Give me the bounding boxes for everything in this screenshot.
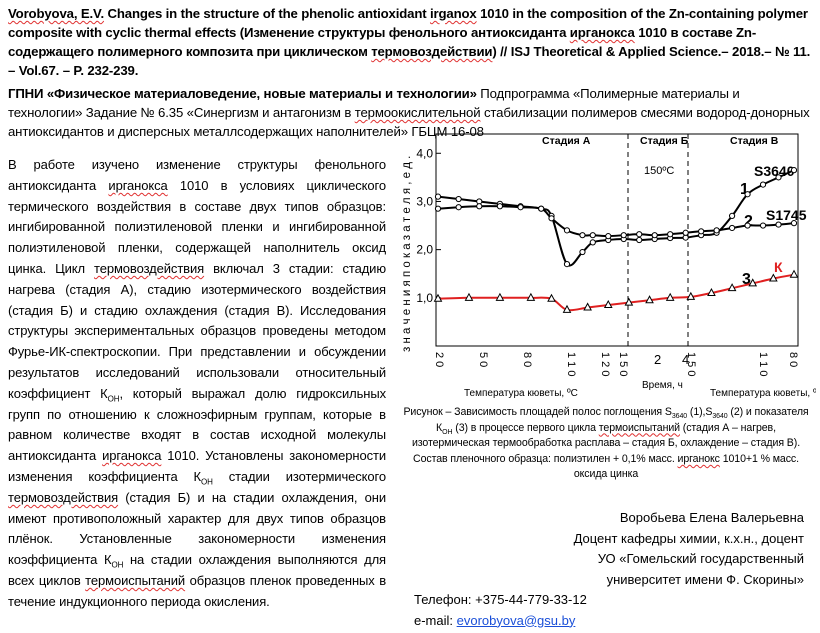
data-point-1 xyxy=(455,195,462,203)
curve-label-s1745: S1745 xyxy=(766,207,807,223)
data-point-3 xyxy=(624,297,634,306)
contacts-block: Телефон: +375-44-779-33-12 e-mail: evoro… xyxy=(414,590,587,631)
email-line: e-mail: evorobyova@gsu.by xyxy=(414,612,576,628)
data-point-3 xyxy=(495,292,505,301)
data-point-2 xyxy=(775,221,782,228)
data-point-3 xyxy=(727,283,737,292)
author-org-line1: УО «Гомельский государственный xyxy=(597,551,804,566)
curve-number-3: 3 xyxy=(742,271,751,288)
stage-b-label: Стадия Б xyxy=(640,135,689,147)
series-line-3 xyxy=(437,273,795,312)
data-point-3 xyxy=(603,299,613,309)
data-point-3 xyxy=(789,269,799,278)
x-tick-label-a: 2 0 xyxy=(433,352,445,367)
data-point-1 xyxy=(759,181,767,188)
data-point-2 xyxy=(667,231,674,238)
data-point-2 xyxy=(651,232,658,239)
data-point-2 xyxy=(496,203,504,210)
stage-a-label: Стадия А xyxy=(542,135,591,147)
figure-chart: Стадия А Стадия Б Стадия В 150ºС з н а ч… xyxy=(401,133,816,399)
data-point-3 xyxy=(707,287,716,296)
data-point-1 xyxy=(636,236,643,244)
x-axis-label-a: Температура кюветы, ºС xyxy=(464,388,578,399)
y-tick-label: 2,0 xyxy=(416,243,433,257)
data-point-2 xyxy=(620,232,627,239)
data-point-3 xyxy=(547,293,556,302)
data-point-1 xyxy=(744,191,751,198)
author-name: Воробьева Елена Валерьевна xyxy=(619,510,804,525)
y-tick-label: 1,0 xyxy=(416,291,433,305)
figure-caption: Рисунок – Зависимость площадей полос пог… xyxy=(403,406,809,481)
x-axis-label-c: Температура кюветы, ºС xyxy=(710,388,816,399)
x-tick-label-b: 2 xyxy=(654,352,661,367)
data-point-2 xyxy=(605,233,612,240)
x-tick-label-a: 5 0 xyxy=(477,352,489,367)
data-point-1 xyxy=(589,239,596,246)
data-point-1 xyxy=(775,174,782,181)
data-point-2 xyxy=(636,231,643,238)
data-point-1 xyxy=(563,260,571,268)
data-point-2 xyxy=(682,229,689,236)
phone: Телефон: +375-44-779-33-12 xyxy=(414,592,587,607)
data-point-2 xyxy=(517,204,524,211)
citation-author: Vorobyova, E.V. xyxy=(8,6,104,21)
curve-number-1: 1 xyxy=(740,181,749,198)
data-point-3 xyxy=(769,273,778,282)
data-point-2 xyxy=(455,204,462,211)
plot-frame xyxy=(435,133,799,347)
temp-note: 150ºС xyxy=(644,165,674,177)
data-point-2 xyxy=(563,227,571,234)
data-point-1 xyxy=(579,248,586,256)
x-tick-label-a: 1 1 0 xyxy=(565,352,577,376)
y-tick-label: 4,0 xyxy=(416,146,433,160)
data-point-3 xyxy=(526,292,536,301)
x-tick-label-b: 4 xyxy=(682,352,689,367)
data-point-2 xyxy=(589,232,596,239)
data-point-3 xyxy=(562,304,572,313)
x-tick-label-a: 1 5 0 xyxy=(617,352,629,376)
data-point-3 xyxy=(464,292,474,301)
author-org-line2: университет имени Ф. Скорины» xyxy=(606,571,804,587)
data-point-2 xyxy=(728,224,736,232)
data-point-2 xyxy=(476,203,483,210)
x-tick-label-a: 8 0 xyxy=(521,352,533,367)
data-point-1 xyxy=(434,193,442,200)
data-point-2 xyxy=(579,232,586,239)
program-info: ГПНИ «Физическое материаловедение, новые… xyxy=(8,86,810,139)
data-point-2 xyxy=(548,215,555,222)
y-axis-label: з н а ч е н и я п о к а з а т е л я , е … xyxy=(401,156,413,352)
data-point-2 xyxy=(434,205,442,212)
series-line-2 xyxy=(437,205,795,238)
data-point-3 xyxy=(665,292,675,301)
x-tick-label-c: 1 5 0 xyxy=(685,352,697,376)
curve-label-k: К xyxy=(774,259,783,275)
x-axis-label-b: Время, ч xyxy=(642,380,683,391)
data-point-1 xyxy=(728,212,736,220)
data-point-3 xyxy=(686,291,696,300)
y-tick-label: 3,0 xyxy=(416,194,433,208)
stage-c-label: Стадия В xyxy=(730,135,779,147)
data-point-2 xyxy=(538,205,545,212)
data-point-1 xyxy=(790,167,798,174)
email-link[interactable]: evorobyova@gsu.by xyxy=(456,612,576,628)
curve-label-s3640: S3640 xyxy=(754,163,795,179)
citation: Vorobyova, E.V. Changes in the structure… xyxy=(8,6,811,78)
data-point-2 xyxy=(744,222,751,229)
data-point-2 xyxy=(698,228,705,235)
curve-number-2: 2 xyxy=(744,213,753,230)
author-block: Воробьева Елена Валерьевна Доцент кафедр… xyxy=(444,508,804,590)
data-point-2 xyxy=(759,222,767,229)
data-point-2 xyxy=(713,227,720,234)
abstract-text: В работе изучено изменение структуры фен… xyxy=(8,157,387,609)
x-tick-label-c: 1 1 0 xyxy=(757,352,769,376)
data-point-2 xyxy=(790,220,798,227)
data-point-3 xyxy=(583,302,592,311)
author-position: Доцент кафедры химии, к.х.н., доцент xyxy=(573,530,804,546)
x-tick-label-c: 8 0 xyxy=(787,352,799,367)
x-tick-label-a: 1 2 0 xyxy=(599,352,611,376)
data-point-3 xyxy=(748,278,758,287)
data-point-3 xyxy=(433,293,443,302)
data-point-3 xyxy=(645,295,654,304)
